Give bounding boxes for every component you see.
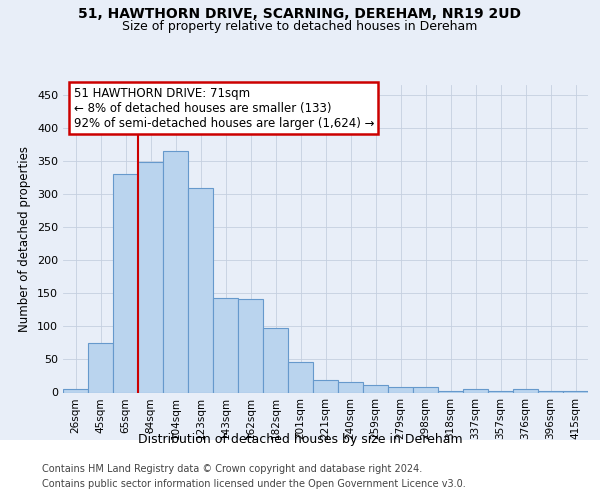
Text: 51, HAWTHORN DRIVE, SCARNING, DEREHAM, NR19 2UD: 51, HAWTHORN DRIVE, SCARNING, DEREHAM, N…: [79, 8, 521, 22]
Bar: [113, 174, 138, 392]
Bar: [188, 188, 213, 392]
Bar: [63, 389, 88, 392]
Text: Contains public sector information licensed under the Open Government Licence v3: Contains public sector information licen…: [42, 479, 466, 489]
Bar: [388, 386, 413, 392]
Bar: [163, 151, 188, 392]
Bar: [513, 389, 538, 392]
Y-axis label: Number of detached properties: Number of detached properties: [19, 146, 31, 332]
Text: 51 HAWTHORN DRIVE: 71sqm
← 8% of detached houses are smaller (133)
92% of semi-d: 51 HAWTHORN DRIVE: 71sqm ← 8% of detache…: [74, 86, 374, 130]
Bar: [538, 391, 563, 392]
Bar: [263, 328, 288, 392]
Bar: [88, 343, 113, 392]
Bar: [238, 298, 263, 392]
Bar: [363, 385, 388, 392]
Bar: [138, 162, 163, 392]
Text: Size of property relative to detached houses in Dereham: Size of property relative to detached ho…: [122, 20, 478, 33]
Bar: [213, 298, 238, 392]
Bar: [488, 391, 513, 392]
Text: Distribution of detached houses by size in Dereham: Distribution of detached houses by size …: [137, 432, 463, 446]
Bar: [288, 362, 313, 392]
Bar: [338, 382, 363, 392]
Bar: [413, 386, 438, 392]
Bar: [563, 391, 588, 392]
Bar: [463, 389, 488, 392]
Text: Contains HM Land Registry data © Crown copyright and database right 2024.: Contains HM Land Registry data © Crown c…: [42, 464, 422, 474]
Bar: [313, 380, 338, 392]
Bar: [438, 391, 463, 392]
